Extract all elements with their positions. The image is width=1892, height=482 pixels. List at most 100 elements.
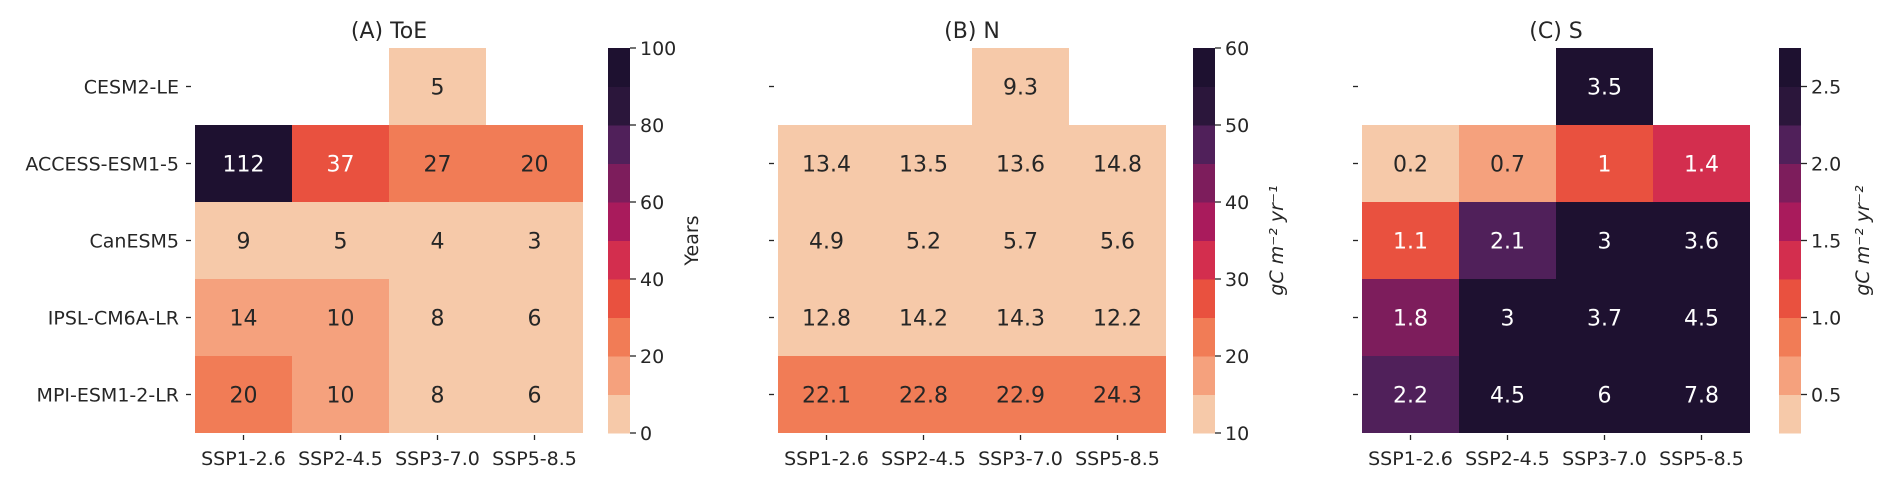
cell-value-label: 2.2: [1393, 384, 1428, 409]
cell-value-label: 27: [424, 153, 452, 178]
cell-value-label: 20: [521, 153, 549, 178]
colorbar-segment: [1779, 317, 1801, 357]
cell-value-label: 1.1: [1393, 230, 1428, 255]
colorbar-segment: [1193, 202, 1215, 241]
x-tick-label: SSP3-7.0: [1562, 448, 1647, 470]
heatmap-cell: [292, 356, 389, 433]
heatmap-cell: [486, 125, 583, 202]
heatmap-cell: [1069, 125, 1166, 202]
colorbar-tick-label: 30: [1225, 269, 1249, 291]
cell-value-label: 37: [327, 153, 355, 178]
x-tick-label: SSP5-8.5: [1659, 448, 1744, 470]
colorbar-segment: [1193, 317, 1215, 357]
colorbar-segment: [1193, 279, 1215, 318]
colorbar-segment: [1779, 86, 1801, 126]
heatmap-cell: [292, 202, 389, 279]
heatmap-cell: [292, 279, 389, 356]
colorbar-tick-label: 0: [640, 423, 652, 445]
colorbar-segment: [1779, 202, 1801, 241]
colorbar-segment: [608, 394, 630, 434]
colorbar-tick-label: 2.0: [1811, 154, 1841, 176]
colorbar-tick-label: 60: [640, 192, 664, 214]
cell-value-label: 4: [431, 230, 445, 255]
colorbar-segment: [608, 356, 630, 395]
heatmap-cell: [195, 125, 292, 202]
colorbar-segment: [1779, 48, 1801, 87]
heatmap-cell: [1653, 356, 1750, 433]
heatmap-cell: [1069, 202, 1166, 279]
heatmap-cell: [972, 48, 1069, 125]
colorbar-segment: [1779, 240, 1801, 280]
colorbar-segment: [1779, 279, 1801, 318]
colorbar-segment: [1779, 356, 1801, 395]
cell-value-label: 14.2: [899, 307, 948, 332]
colorbar-segment: [608, 86, 630, 126]
colorbar-segment: [1193, 356, 1215, 395]
heatmap-cell: [195, 202, 292, 279]
panel-title: (B) N: [944, 19, 1000, 44]
heatmap-cell: [1653, 125, 1750, 202]
heatmap-cell: [875, 279, 972, 356]
colorbar-segment: [608, 279, 630, 318]
heatmap-cell: [1556, 202, 1653, 279]
colorbar-tick-label: 60: [1225, 38, 1249, 60]
heatmap-cell: [1556, 356, 1653, 433]
x-tick-label: SSP1-2.6: [784, 448, 869, 470]
cell-value-label: 14.3: [996, 307, 1045, 332]
x-tick-label: SSP3-7.0: [395, 448, 480, 470]
cell-value-label: 3: [1501, 307, 1515, 332]
colorbar-tick-label: 40: [640, 269, 664, 291]
heatmap-cell: [195, 356, 292, 433]
cell-value-label: 6: [528, 307, 542, 332]
cell-value-label: 13.6: [996, 153, 1045, 178]
heatmap-cell: [1362, 279, 1459, 356]
heatmap-cell: [972, 202, 1069, 279]
colorbar-tick-label: 20: [640, 346, 664, 368]
y-tick-label: CanESM5: [90, 231, 180, 253]
heatmap-cell: [972, 356, 1069, 433]
heatmap-cell: [486, 202, 583, 279]
colorbar-segment: [1193, 125, 1215, 164]
cell-value-label: 3.5: [1587, 76, 1622, 101]
cell-value-label: 4.5: [1490, 384, 1525, 409]
cell-value-label: 9: [237, 230, 251, 255]
colorbar-segment: [1193, 163, 1215, 203]
cell-value-label: 24.3: [1093, 384, 1142, 409]
heatmap-cell: [486, 279, 583, 356]
cell-value-label: 6: [528, 384, 542, 409]
colorbar-tick-label: 1.0: [1811, 308, 1841, 330]
cell-value-label: 8: [431, 384, 445, 409]
heatmap-cell: [778, 202, 875, 279]
heatmap-cell: [875, 356, 972, 433]
cell-value-label: 5.6: [1100, 230, 1135, 255]
colorbar-segment: [608, 48, 630, 87]
heatmap-cell: [972, 279, 1069, 356]
cell-value-label: 3: [528, 230, 542, 255]
heatmap-cell: [1459, 202, 1556, 279]
panel-title: (A) ToE: [351, 19, 427, 44]
heatmap-cell: [1556, 279, 1653, 356]
heatmap-cell: [1069, 356, 1166, 433]
cell-value-label: 22.1: [802, 384, 851, 409]
cell-value-label: 0.7: [1490, 153, 1525, 178]
cell-value-label: 1: [1598, 153, 1612, 178]
cell-value-label: 6: [1598, 384, 1612, 409]
heatmap-cell: [1459, 125, 1556, 202]
heatmap-cell: [778, 356, 875, 433]
heatmap-cell: [875, 202, 972, 279]
y-tick-label: ACCESS-ESM1-5: [25, 154, 179, 176]
cell-value-label: 3: [1598, 230, 1612, 255]
cell-value-label: 4.5: [1684, 307, 1719, 332]
cell-value-label: 9.3: [1003, 76, 1038, 101]
colorbar-label: gC m⁻² yr⁻²: [1852, 185, 1874, 296]
y-tick-label: CESM2-LE: [84, 77, 179, 99]
x-tick-label: SSP1-2.6: [1368, 448, 1453, 470]
cell-value-label: 5.7: [1003, 230, 1038, 255]
cell-value-label: 10: [327, 307, 355, 332]
colorbar-tick-label: 1.5: [1811, 231, 1841, 253]
cell-value-label: 5: [431, 76, 445, 101]
cell-value-label: 14.8: [1093, 153, 1142, 178]
cell-value-label: 3.6: [1684, 230, 1719, 255]
heatmap-cell: [1653, 279, 1750, 356]
colorbar-segment: [1193, 394, 1215, 434]
